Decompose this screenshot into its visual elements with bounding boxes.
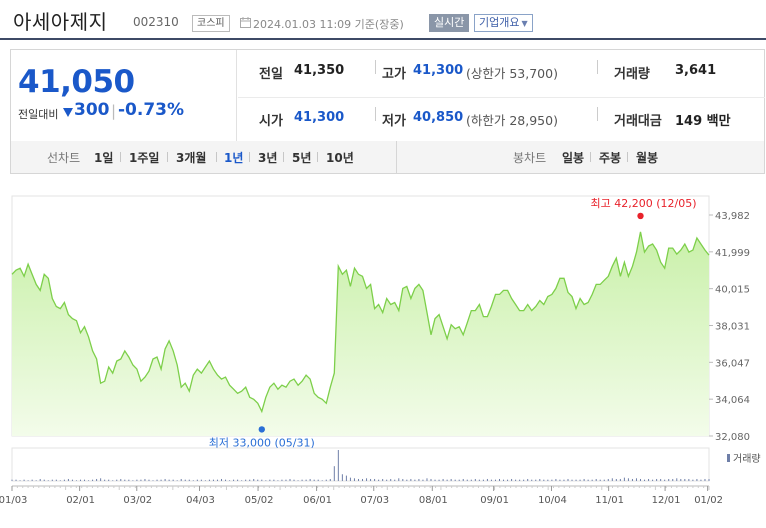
current-price: 41,050	[18, 64, 135, 100]
candle-monthly[interactable]: 월봉	[636, 151, 659, 165]
period-1w[interactable]: 1주일	[129, 151, 160, 165]
period-separator	[627, 152, 628, 162]
price-summary: 41,050 전일대비 300 | -0.73% 전일 41,350 고가 41…	[10, 49, 765, 145]
price-line	[11, 231, 710, 414]
x-tick-label: 05/02	[245, 495, 274, 506]
price-chart[interactable]: 43,982 41,999 40,015 38,031 36,047 34,064 32,0…	[0, 190, 766, 528]
amount-label: 거래대금	[614, 114, 662, 129]
volume-label: 거래량	[614, 67, 650, 82]
change-percent: -0.73%	[118, 100, 185, 120]
y-tick-label: 36,047	[715, 358, 750, 369]
current-price-panel: 41,050 전일대비 300 | -0.73%	[11, 50, 237, 144]
period-separator	[120, 152, 121, 162]
market-badge: 코스피	[192, 15, 230, 32]
volume-frame	[11, 447, 710, 482]
volume-value: 3,641	[675, 63, 717, 78]
quote-datetime: 2024.01.03 11:09 기준(장중)	[253, 18, 404, 31]
amount-value: 149 백만	[675, 114, 731, 129]
volume-legend-label: 거래량	[733, 453, 761, 465]
y-tick-label: 40,015	[715, 285, 750, 296]
x-tick-label: 10/04	[538, 495, 567, 506]
open-value: 41,300	[294, 110, 345, 125]
min-marker	[258, 426, 265, 433]
period-3m[interactable]: 3개월	[176, 151, 207, 165]
toolbar-divider	[396, 141, 397, 173]
company-overview-label: 기업개요	[479, 16, 520, 29]
high-value: 41,300	[413, 63, 464, 78]
x-tick-label: 03/02	[123, 495, 152, 506]
candle-daily[interactable]: 일봉	[562, 151, 585, 165]
period-separator	[317, 152, 318, 162]
max-annotation: 최고 42,200 (12/05)	[591, 197, 697, 210]
x-tick-label: 07/03	[360, 495, 389, 506]
cell-divider	[375, 60, 376, 74]
down-triangle-icon	[63, 108, 73, 117]
period-1d[interactable]: 1일	[94, 151, 114, 165]
chevron-down-icon: ▼	[521, 19, 528, 28]
low-value: 40,850	[413, 110, 464, 125]
lower-limit: (하한가 28,950)	[466, 113, 558, 128]
period-separator	[283, 152, 284, 162]
x-tick-label: 01/03	[0, 495, 27, 506]
x-tick-label: 11/01	[595, 495, 624, 506]
min-annotation: 최저 33,000 (05/31)	[209, 436, 315, 449]
period-separator	[216, 152, 217, 162]
realtime-button[interactable]: 실시간	[429, 14, 470, 32]
row-divider	[238, 97, 765, 98]
period-3y[interactable]: 3년	[258, 151, 278, 165]
volume-legend-swatch	[727, 454, 730, 462]
candle-weekly[interactable]: 주봉	[599, 151, 622, 165]
cell-divider	[375, 107, 376, 121]
candle-chart-label: 봉차트	[513, 151, 547, 165]
change-value: 300	[74, 100, 110, 120]
period-10y[interactable]: 10년	[326, 151, 354, 165]
y-tick-label: 38,031	[715, 322, 750, 333]
period-separator	[590, 152, 591, 162]
change-label: 전일대비	[18, 108, 59, 121]
x-tick-label: 02/01	[66, 495, 95, 506]
x-tick-label: 06/01	[303, 495, 332, 506]
period-1y[interactable]: 1년	[224, 151, 244, 165]
calendar-icon	[240, 17, 251, 28]
change-separator: |	[111, 102, 117, 120]
y-tick-label: 41,999	[715, 248, 750, 259]
y-tick-label: 34,064	[715, 395, 750, 406]
stock-header: 아세아제지 002310 코스피 2024.01.03 11:09 기준(장중)…	[0, 0, 766, 38]
upper-limit: (상한가 53,700)	[466, 66, 558, 81]
x-tick-label: 08/01	[419, 495, 448, 506]
high-label: 고가	[382, 67, 406, 82]
period-5y[interactable]: 5년	[292, 151, 312, 165]
x-tick-label: 04/03	[186, 495, 215, 506]
open-label: 시가	[259, 114, 283, 129]
cell-divider	[597, 107, 598, 121]
period-separator	[249, 152, 250, 162]
line-chart-label: 선차트	[47, 151, 81, 165]
y-tick-label: 32,080	[715, 432, 750, 443]
period-separator	[167, 152, 168, 162]
max-marker	[637, 212, 644, 220]
x-tick-label: 01/02	[694, 495, 723, 506]
x-tick-label: 12/01	[652, 495, 681, 506]
x-tick-label: 09/01	[480, 495, 509, 506]
stock-code: 002310	[133, 15, 179, 29]
company-overview-button[interactable]: 기업개요 ▼	[474, 14, 533, 32]
period-toolbar: 선차트 1일 1주일 3개월 1년 3년 5년 10년 봉차트 일봉 주봉 월봉	[10, 141, 765, 174]
low-label: 저가	[382, 114, 406, 129]
y-tick-label: 43,982	[715, 211, 750, 222]
company-name: 아세아제지	[13, 10, 108, 34]
price-area	[12, 231, 709, 436]
cell-divider	[597, 60, 598, 74]
prev-close-label: 전일	[259, 67, 283, 82]
prev-close-value: 41,350	[294, 63, 345, 78]
header-divider	[0, 38, 766, 40]
